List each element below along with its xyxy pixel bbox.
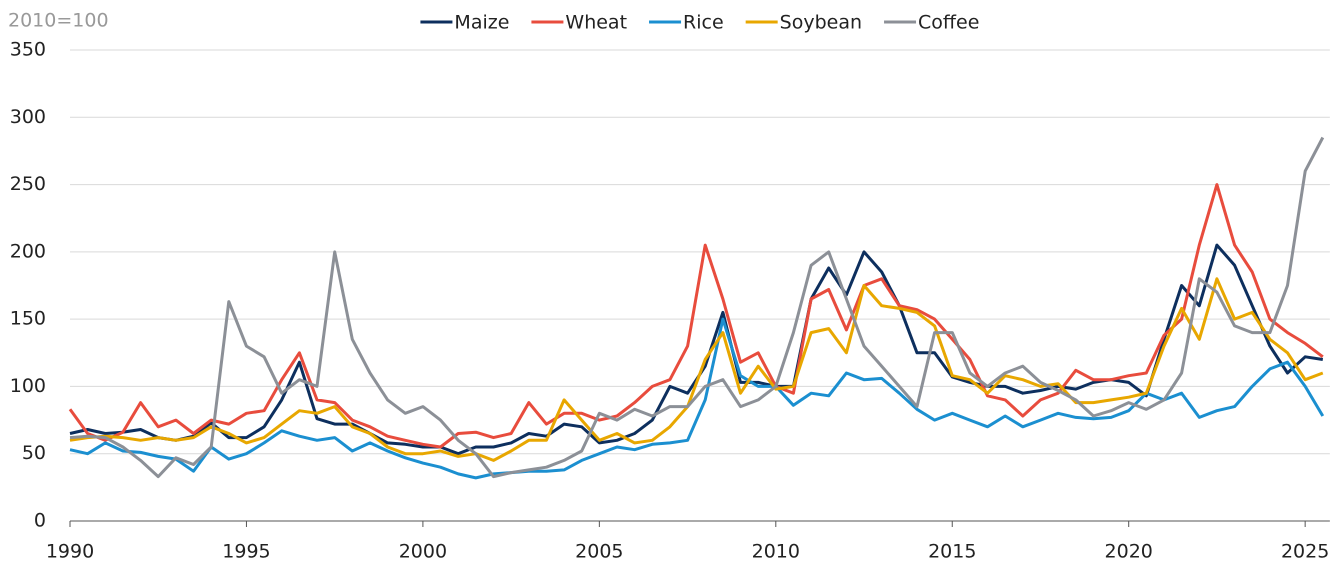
x-tick-label: 1995 — [222, 541, 270, 563]
x-tick-label: 2025 — [1281, 541, 1329, 563]
series-line — [69, 317, 1325, 480]
series-line — [69, 277, 1324, 462]
legend-label: Maize — [454, 12, 509, 34]
x-tick-label: 2000 — [399, 541, 447, 563]
y-tick-label: 250 — [10, 173, 46, 195]
legend-label: Wheat — [565, 12, 627, 34]
legend-label: Rice — [683, 12, 724, 34]
legend-label: Coffee — [918, 12, 979, 34]
x-tick-label: 2020 — [1105, 541, 1153, 563]
y-tick-label: 100 — [10, 375, 46, 397]
y-axis-label: 2010=100 — [8, 10, 109, 32]
y-tick-label: 350 — [10, 39, 46, 61]
y-tick-label: 200 — [10, 240, 46, 262]
y-tick-label: 150 — [10, 308, 46, 330]
series-line — [69, 136, 1325, 479]
legend-label: Soybean — [780, 12, 862, 34]
series-line — [68, 183, 1324, 449]
x-tick-label: 2015 — [928, 541, 976, 563]
y-tick-label: 50 — [22, 442, 46, 464]
x-tick-label: 2010 — [752, 541, 800, 563]
y-tick-label: 0 — [34, 510, 46, 532]
x-tick-label: 2005 — [575, 541, 623, 563]
y-tick-label: 300 — [10, 106, 46, 128]
x-tick-label: 1990 — [46, 541, 94, 563]
